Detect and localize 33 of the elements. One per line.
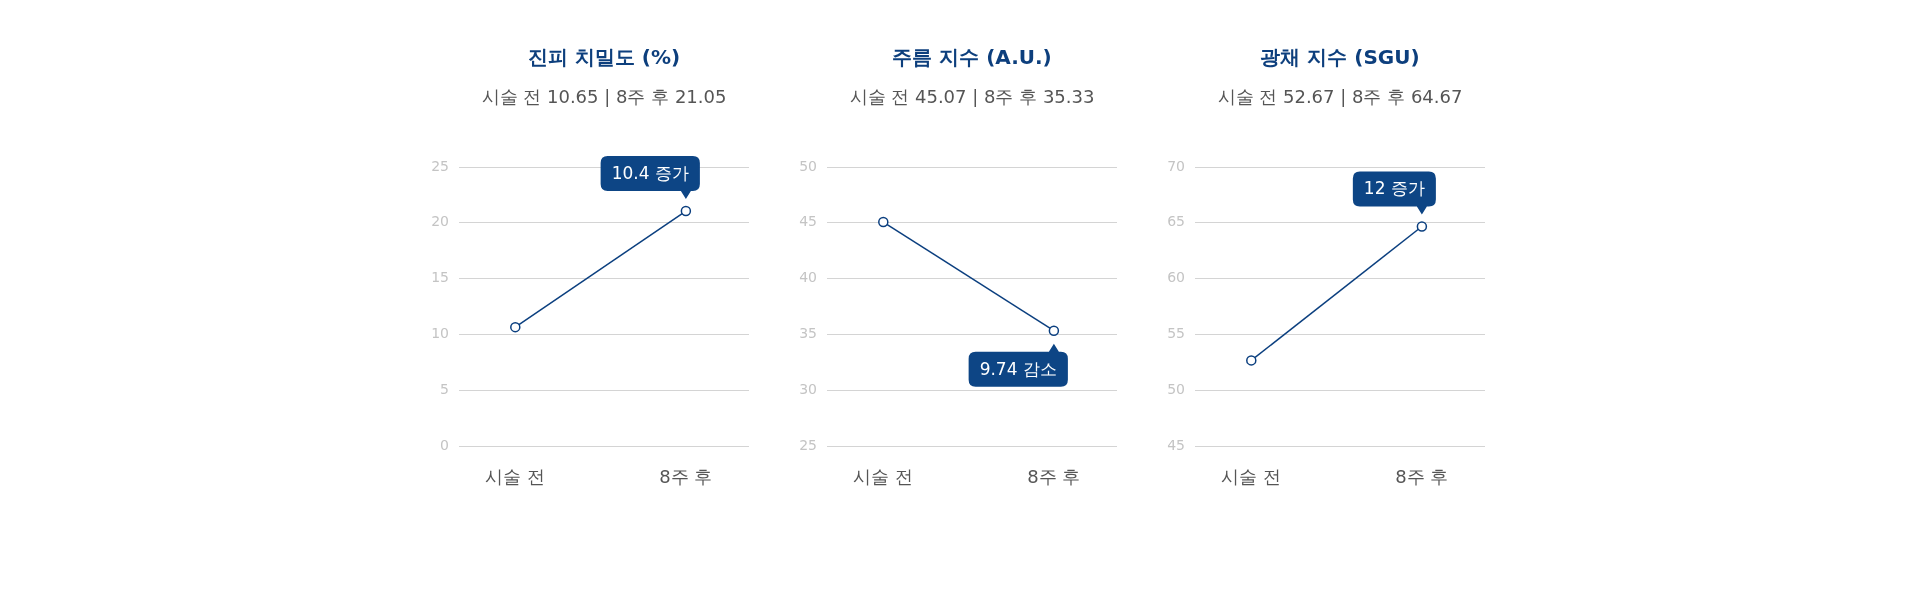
chart-subtitle: 시술 전 45.07 | 8주 후 35.33: [848, 85, 1096, 109]
y-tick-label: 0: [440, 436, 449, 453]
chart-subtitle: 시술 전 52.67 | 8주 후 64.67: [1216, 85, 1464, 109]
x-tick-label: 시술 전: [485, 466, 546, 488]
y-tick-label: 45: [799, 213, 817, 230]
x-tick-label: 8주 후: [1395, 466, 1449, 488]
y-tick-label: 25: [799, 436, 817, 453]
y-tick-label: 35: [799, 325, 817, 342]
x-tick-label: 시술 전: [853, 466, 914, 488]
y-tick-label: 45: [1167, 436, 1185, 453]
y-tick-label: 50: [1167, 380, 1185, 397]
y-tick-label: 5: [440, 380, 449, 397]
y-tick-label: 60: [1167, 269, 1185, 286]
y-tick-label: 30: [799, 380, 817, 397]
y-tick-label: 15: [431, 269, 449, 286]
chart-subtitle: 시술 전 10.65 | 8주 후 21.05: [480, 85, 728, 109]
x-tick-label: 8주 후: [1027, 466, 1081, 488]
x-tick-label: 시술 전: [1221, 466, 1282, 488]
annotation: 12 증가: [1363, 178, 1425, 199]
y-tick-label: 10: [431, 325, 449, 342]
y-tick-label: 70: [1167, 157, 1185, 174]
y-tick-label: 50: [799, 157, 817, 174]
chart-title: 광채 지수 (SGU): [1259, 44, 1421, 71]
annotation: 10.4 증가: [611, 163, 689, 183]
y-tick-label: 40: [799, 269, 817, 286]
y-tick-label: 65: [1167, 213, 1185, 230]
chart-title: 진피 치밀도 (%): [526, 44, 682, 71]
y-tick-label: 55: [1167, 325, 1185, 342]
x-tick-label: 8주 후: [659, 466, 713, 488]
y-tick-label: 20: [431, 213, 449, 230]
y-tick-label: 25: [431, 157, 449, 174]
annotation: 9.74 감소: [979, 358, 1057, 379]
chart-title: 주름 지수 (A.U.): [891, 44, 1053, 71]
